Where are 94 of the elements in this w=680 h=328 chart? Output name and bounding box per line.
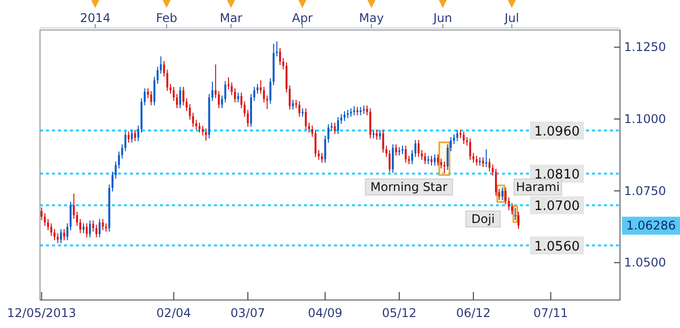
x-tick-label: 07/11	[533, 306, 568, 320]
candlestick	[344, 110, 346, 122]
candlestick	[40, 207, 43, 221]
x2-tick-label: 2014	[80, 11, 111, 25]
candlestick	[179, 86, 182, 109]
y-tick-label: 1.0750	[624, 184, 666, 198]
candlestick	[518, 211, 520, 230]
candlestick	[63, 228, 66, 241]
candlestick	[279, 48, 282, 66]
candlestick	[102, 218, 104, 231]
y-tick-label: 1.1250	[624, 40, 666, 54]
x-tick-label: 05/12	[382, 306, 417, 320]
candlestick	[95, 224, 98, 238]
candlestick	[320, 152, 323, 164]
candlestick	[420, 150, 423, 160]
x-tick-label: 12/05/2013	[7, 306, 76, 320]
candlestick	[443, 161, 446, 174]
x-tick-label: 06/12	[456, 306, 491, 320]
candlestick	[476, 155, 478, 166]
candlestick	[211, 81, 214, 102]
ref-line-label: 1.0960	[534, 124, 580, 140]
candlestick	[304, 108, 307, 130]
candlestick	[88, 220, 91, 238]
candlestick	[436, 154, 439, 166]
candlestick	[440, 158, 442, 169]
candlestick	[504, 186, 507, 205]
annotation: Morning Star	[370, 180, 448, 194]
candlestick	[337, 116, 340, 134]
candlestick	[237, 92, 240, 103]
candlestick	[414, 140, 416, 158]
candlestick	[411, 150, 414, 165]
candlestick	[150, 90, 152, 106]
candlestick	[430, 155, 432, 166]
x2-tick-label: Feb	[156, 11, 178, 25]
candlestick	[324, 135, 326, 164]
candlestick	[130, 129, 133, 144]
candlestick	[221, 94, 224, 109]
candlestick	[353, 106, 356, 116]
candlestick	[82, 222, 84, 234]
candlestick	[418, 140, 420, 158]
candlestick	[176, 94, 178, 109]
candlestick	[508, 196, 510, 211]
candlestick	[472, 152, 474, 164]
y-tick-label: 1.1000	[624, 112, 666, 126]
x2-tick-label: Jun	[432, 11, 452, 25]
candlestick	[163, 60, 166, 78]
candlestick	[98, 218, 101, 238]
candlestick	[134, 129, 136, 142]
candlestick	[204, 128, 207, 142]
candlestick	[392, 144, 394, 174]
candlestick	[469, 138, 472, 160]
candlestick	[44, 212, 46, 226]
candlestick	[494, 168, 497, 196]
candlestick	[446, 144, 449, 170]
candlestick	[128, 130, 130, 144]
annotation: Doji	[471, 212, 495, 226]
candlestick	[366, 105, 368, 116]
x-tick-label: 03/07	[230, 306, 266, 320]
candlestick	[378, 129, 381, 140]
candlestick	[198, 122, 200, 134]
x2-tick-label: Mar	[220, 11, 242, 25]
candlestick	[327, 124, 330, 144]
candlestick	[314, 129, 316, 158]
candlestick	[124, 130, 126, 152]
candlestick	[246, 109, 249, 128]
candlestick	[292, 99, 294, 110]
x2-tick-label: Jul	[504, 11, 520, 25]
candlestick	[160, 56, 162, 74]
candlestick	[60, 228, 62, 244]
ref-line-label: 1.0810	[534, 168, 580, 183]
candlestick	[388, 150, 391, 173]
candlestick	[395, 144, 398, 156]
x2-tick-label: May	[359, 11, 384, 25]
x-tick-label: 02/04	[156, 306, 192, 320]
candlestick	[214, 64, 217, 99]
text: 1.06286	[626, 218, 676, 233]
annotation: Harami	[516, 180, 560, 194]
candlestick	[276, 40, 278, 57]
x2-tick-label: Apr	[292, 11, 313, 25]
candlestick	[482, 156, 484, 168]
x-tick-label: 04/09	[308, 306, 342, 320]
y-tick-label: 1.0500	[624, 256, 666, 270]
candlestick	[382, 129, 384, 154]
candlestick	[334, 122, 336, 134]
candlestick	[488, 158, 490, 172]
ref-line-label: 1.0560	[534, 239, 580, 254]
candlestick	[501, 186, 504, 201]
candlestick	[92, 220, 94, 232]
candlestick	[298, 100, 300, 118]
candlestick	[218, 90, 220, 109]
candlestick	[424, 152, 426, 165]
ref-line-label: 1.0700	[534, 199, 580, 214]
candlestick	[234, 88, 236, 103]
candlestick	[450, 136, 452, 152]
